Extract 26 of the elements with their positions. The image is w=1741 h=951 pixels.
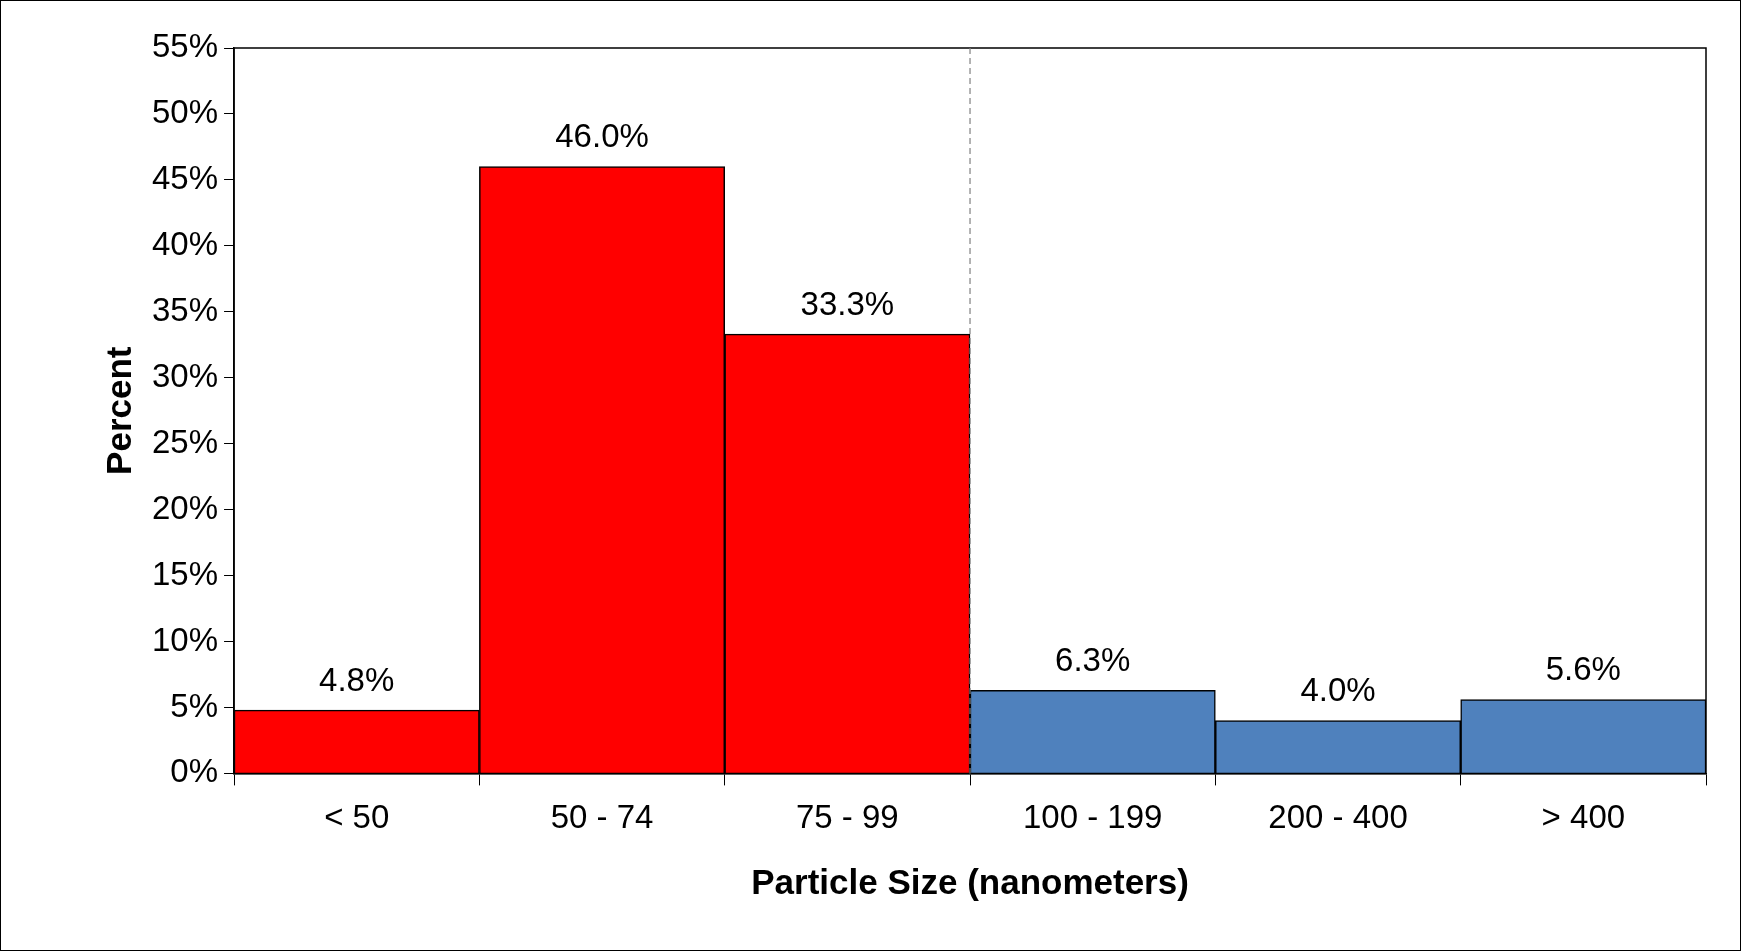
data-label: 46.0% <box>555 117 649 155</box>
y-tick-label: 45% <box>151 158 219 196</box>
y-axis-title: Percent <box>98 346 138 475</box>
y-tick-label: 55% <box>151 27 219 65</box>
x-tick-label: 75 - 99 <box>795 798 899 836</box>
y-tick-label: 5% <box>170 686 219 724</box>
x-tick-label: < 50 <box>324 798 390 836</box>
y-tick-label: 15% <box>151 554 219 592</box>
x-tick-label: 100 - 199 <box>1022 798 1163 836</box>
x-tick-label: 50 - 74 <box>550 798 654 836</box>
y-tick-label: 20% <box>151 488 219 526</box>
data-label: 5.6% <box>1545 650 1621 688</box>
data-label: 4.0% <box>1300 671 1376 709</box>
y-tick-label: 10% <box>151 620 219 658</box>
y-tick-label: 40% <box>151 224 219 262</box>
x-tick-label: > 400 <box>1541 798 1626 836</box>
x-axis-title: Particle Size (nanometers) <box>751 861 1189 901</box>
y-tick-label: 35% <box>151 290 219 328</box>
y-tick-label: 30% <box>151 356 219 394</box>
x-tick-label: 200 - 400 <box>1268 798 1408 836</box>
y-tick-label: 0% <box>170 752 219 790</box>
y-tick-label: 25% <box>151 422 219 460</box>
data-label: 6.3% <box>1055 640 1131 678</box>
data-label: 4.8% <box>319 660 395 698</box>
data-label: 33.3% <box>800 284 895 322</box>
y-tick-label: 50% <box>151 93 219 131</box>
